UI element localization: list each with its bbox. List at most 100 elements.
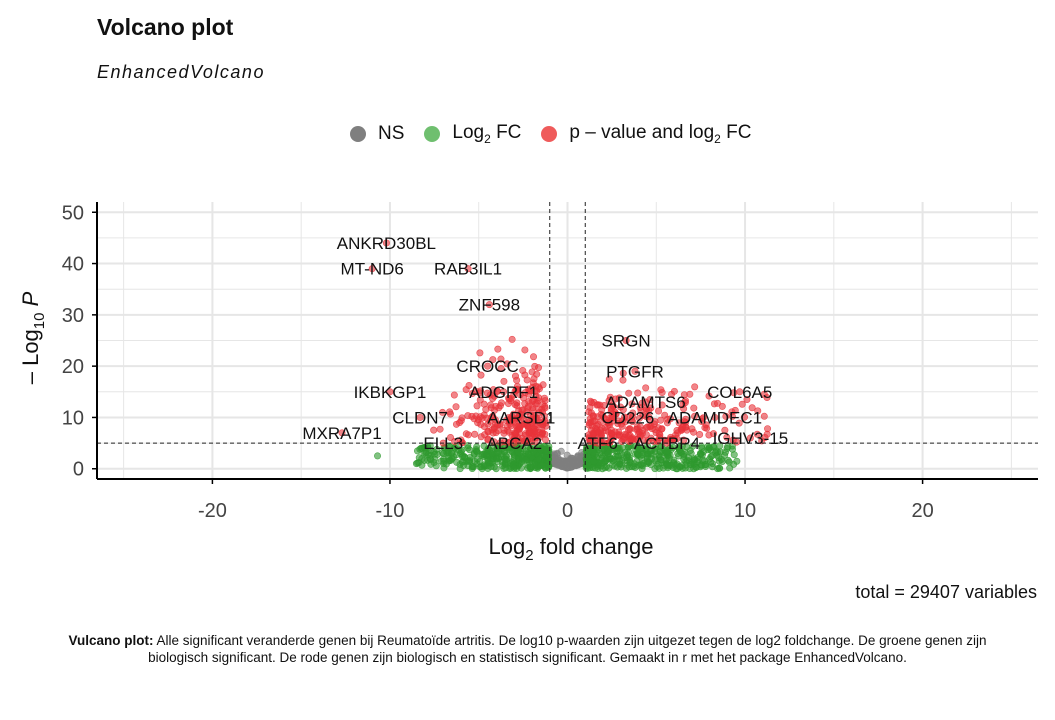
log2fc-point (646, 447, 654, 455)
pval-point (535, 409, 543, 417)
log2fc-point (694, 458, 702, 466)
pval-point (738, 400, 746, 408)
pval-point (507, 422, 515, 430)
pval-point (657, 386, 665, 394)
gene-label-aarsd1: AARSD1 (487, 408, 555, 427)
pval-point (489, 394, 497, 402)
pval-point (681, 399, 689, 407)
pval-point (476, 349, 484, 357)
pval-point (614, 419, 622, 427)
log2fc-point (599, 445, 607, 453)
pval-point (528, 368, 536, 376)
log2fc-point (466, 456, 474, 464)
pval-point (484, 427, 492, 435)
ns-point (552, 459, 560, 467)
log2fc-point (680, 451, 688, 459)
points-layer (338, 239, 772, 473)
pval-point (607, 426, 615, 434)
pval-point (446, 410, 454, 418)
pval-point (523, 376, 531, 384)
pval-point (728, 412, 736, 420)
pval-point (620, 433, 628, 441)
gene-point-crocc (484, 362, 492, 370)
pval-point (477, 371, 485, 379)
pval-point (670, 387, 678, 395)
log2fc-point (544, 463, 552, 471)
pval-point (439, 408, 447, 416)
pval-point (430, 426, 438, 434)
pval-point (733, 438, 741, 446)
log2fc-point (675, 446, 683, 454)
gene-label-cldn7: CLDN7 (392, 408, 448, 427)
pval-point (465, 381, 473, 389)
figure-caption: Vulcano plot: Alle significant veranderd… (55, 632, 1000, 666)
ns-point (574, 458, 582, 466)
pval-point (515, 421, 523, 429)
caption-text: Alle significant veranderde genen bij Re… (148, 633, 987, 665)
gene-label-col6a5: COL6A5 (707, 383, 772, 402)
log2fc-point (502, 452, 510, 460)
pval-point (524, 424, 532, 432)
pval-point (518, 406, 526, 414)
log2fc-point (698, 451, 706, 459)
log2fc-point (645, 459, 653, 467)
pval-point (511, 372, 519, 380)
legend-swatch-ns (350, 126, 366, 142)
pval-point (606, 438, 614, 446)
gene-label-mt-nd6: MT-ND6 (341, 260, 404, 279)
log2fc-point (716, 442, 724, 450)
log2fc-point (432, 462, 440, 470)
log2fc-point (464, 444, 472, 452)
pval-point (540, 394, 548, 402)
gene-point-ighv3-15 (746, 434, 754, 442)
pval-point (628, 400, 636, 408)
pval-point (477, 433, 485, 441)
pval-point (748, 404, 756, 412)
pval-point (761, 433, 769, 441)
gene-label-actbp4: ACTBP4 (634, 434, 700, 453)
pval-point (626, 425, 634, 433)
pval-point (464, 412, 472, 420)
gene-point-cldn7 (416, 413, 424, 421)
pval-point (634, 389, 642, 397)
legend-label-log2fc: Log2 FC (452, 122, 522, 146)
gene-point-ikbkgp1 (386, 388, 394, 396)
pval-point (531, 362, 539, 370)
pval-point (476, 396, 484, 404)
pval-point (521, 346, 529, 354)
log2fc-point (730, 451, 738, 459)
pval-point (471, 430, 479, 438)
axes: -20 -10 0 10 20 0 10 20 30 40 50 (62, 202, 1038, 522)
pval-point (696, 431, 704, 439)
gene-label-ikbkgp1: IKBKGP1 (354, 383, 427, 402)
pval-point (753, 430, 761, 438)
pval-point (533, 387, 541, 395)
pval-point (505, 414, 513, 422)
gene-point-mxra7p1 (338, 429, 346, 437)
pval-point (530, 353, 538, 361)
gene-label-adamdec1: ADAMDEC1 (668, 408, 762, 427)
log2fc-point (440, 464, 448, 472)
pval-point (642, 384, 650, 392)
pval-point (598, 432, 606, 440)
gene-label-adamts6: ADAMTS6 (605, 393, 685, 412)
pval-point (600, 401, 608, 409)
log2fc-point (374, 452, 382, 460)
x-axis-title: Log2 fold change (489, 534, 654, 564)
ns-point (553, 450, 561, 458)
log2fc-point (637, 460, 645, 468)
pval-point (488, 414, 496, 422)
legend-item-ns: NS (350, 123, 404, 145)
pval-point (529, 379, 537, 387)
log2fc-point (522, 455, 530, 463)
pval-point (510, 410, 518, 418)
pval-point (682, 415, 690, 423)
pval-point (500, 429, 508, 437)
pval-point (691, 412, 699, 420)
pval-point (680, 436, 688, 444)
log2fc-point (623, 451, 631, 459)
log2fc-point (683, 457, 691, 465)
legend: NS Log2 FC p – value and log2 FC (350, 120, 771, 148)
gene-labels: ANKRD30BL MT-ND6 RAB3IL1 ZNF598 CROCC IKBKGP1… (302, 234, 788, 453)
y-axis-title: – Log10 P (18, 291, 48, 384)
